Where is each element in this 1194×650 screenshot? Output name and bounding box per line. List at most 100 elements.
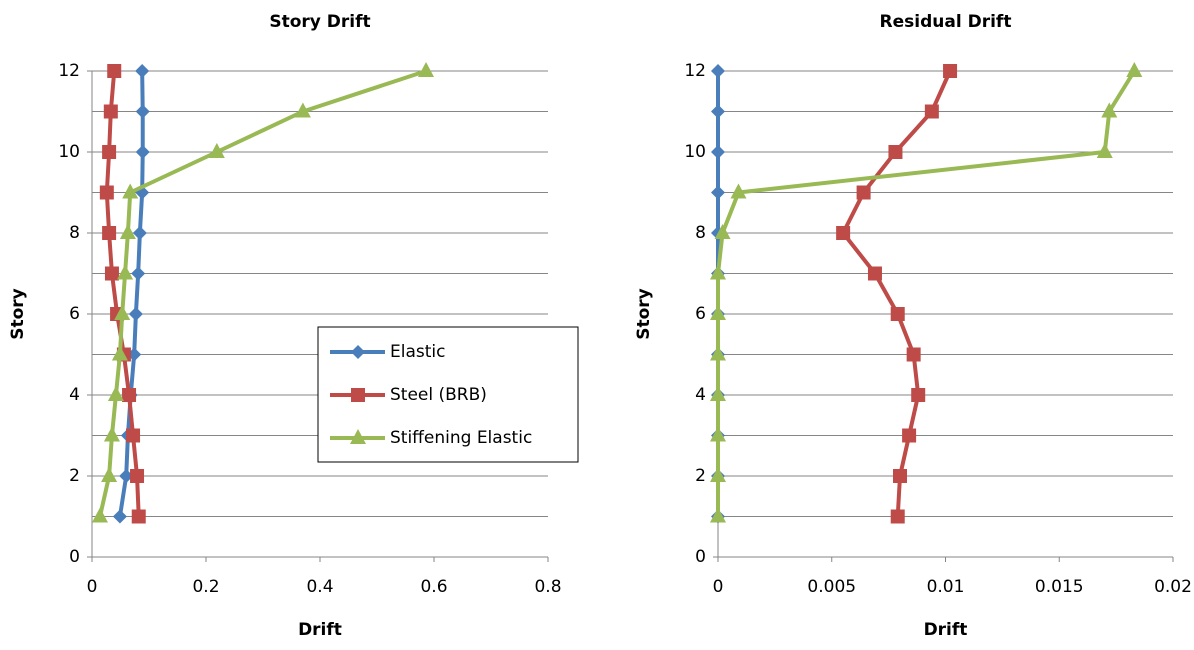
marker [351, 345, 365, 359]
marker [127, 347, 142, 362]
marker [730, 183, 747, 199]
marker [103, 426, 120, 442]
marker [710, 467, 726, 482]
marker [102, 145, 117, 159]
marker [890, 509, 905, 524]
marker [867, 266, 882, 281]
x-tick-label: 0.02 [1154, 577, 1192, 597]
marker [117, 264, 134, 280]
series-line [98, 69, 427, 517]
y-axis-label: Story [634, 288, 654, 340]
marker [924, 104, 939, 119]
marker [103, 104, 118, 119]
y-tick-label: 8 [695, 223, 706, 243]
marker [126, 428, 141, 443]
x-tick-label: 0.8 [534, 577, 561, 597]
marker [836, 226, 851, 240]
marker [711, 185, 725, 200]
marker [710, 305, 726, 320]
series-line [841, 70, 952, 517]
marker [119, 469, 134, 483]
marker [710, 264, 726, 280]
marker [902, 428, 917, 443]
legend-label: Elastic [390, 342, 445, 362]
x-axis-label: Drift [298, 620, 342, 640]
marker [112, 509, 127, 524]
marker [111, 345, 128, 361]
marker [107, 64, 122, 78]
y-tick-label: 2 [695, 466, 706, 486]
marker [130, 469, 145, 483]
x-axis-label: Drift [924, 620, 968, 640]
marker [99, 185, 114, 200]
marker [888, 145, 903, 159]
marker [122, 388, 137, 402]
marker [114, 305, 131, 320]
marker [714, 224, 731, 239]
marker [351, 388, 365, 402]
chart-title: Residual Drift [880, 12, 1012, 32]
y-tick-label: 0 [695, 547, 706, 567]
y-axis-label: Story [8, 288, 28, 340]
marker [710, 386, 726, 401]
marker [710, 426, 726, 442]
y-tick-label: 4 [69, 385, 80, 405]
marker [128, 307, 143, 321]
y-tick-label: 0 [69, 547, 80, 567]
marker [122, 183, 139, 199]
marker [131, 509, 146, 524]
marker [710, 507, 726, 523]
y-tick-label: 4 [695, 385, 706, 405]
y-tick-label: 12 [58, 61, 80, 81]
y-tick-label: 10 [58, 142, 80, 162]
marker [1126, 62, 1143, 77]
marker [711, 145, 725, 159]
marker [107, 386, 124, 401]
marker [101, 467, 118, 482]
x-tick-label: 0.6 [420, 577, 447, 597]
marker [710, 345, 726, 361]
x-tick-label: 0.4 [306, 577, 333, 597]
marker [294, 102, 311, 118]
y-tick-label: 10 [684, 142, 706, 162]
marker [418, 62, 435, 77]
y-tick-label: 6 [695, 304, 706, 324]
marker [906, 347, 921, 362]
marker [135, 104, 150, 119]
legend-label: Stiffening Elastic [390, 428, 532, 448]
marker [711, 64, 725, 78]
marker [119, 224, 136, 239]
marker [208, 143, 225, 158]
x-tick-label: 0.01 [927, 577, 965, 597]
marker [911, 388, 926, 402]
marker [893, 469, 907, 483]
marker [135, 145, 150, 159]
marker [131, 266, 146, 281]
y-tick-label: 2 [69, 466, 80, 486]
marker [856, 185, 871, 200]
marker [132, 226, 147, 240]
y-tick-label: 12 [684, 61, 706, 81]
marker [943, 64, 958, 78]
marker [1101, 102, 1118, 118]
x-tick-label: 0 [713, 577, 724, 597]
marker [350, 429, 366, 444]
marker [711, 104, 725, 119]
marker [91, 507, 108, 523]
x-tick-label: 0.015 [1035, 577, 1084, 597]
x-tick-label: 0.005 [807, 577, 856, 597]
y-tick-label: 8 [69, 223, 80, 243]
marker [104, 266, 119, 281]
series-line [716, 69, 1137, 517]
x-tick-label: 0 [87, 577, 98, 597]
chart-title: Story Drift [269, 12, 370, 32]
y-tick-label: 6 [69, 304, 80, 324]
marker [102, 226, 117, 240]
marker [135, 64, 150, 78]
legend-label: Steel (BRB) [390, 385, 487, 405]
x-tick-label: 0.2 [192, 577, 219, 597]
marker [1096, 143, 1113, 158]
marker [890, 307, 905, 321]
